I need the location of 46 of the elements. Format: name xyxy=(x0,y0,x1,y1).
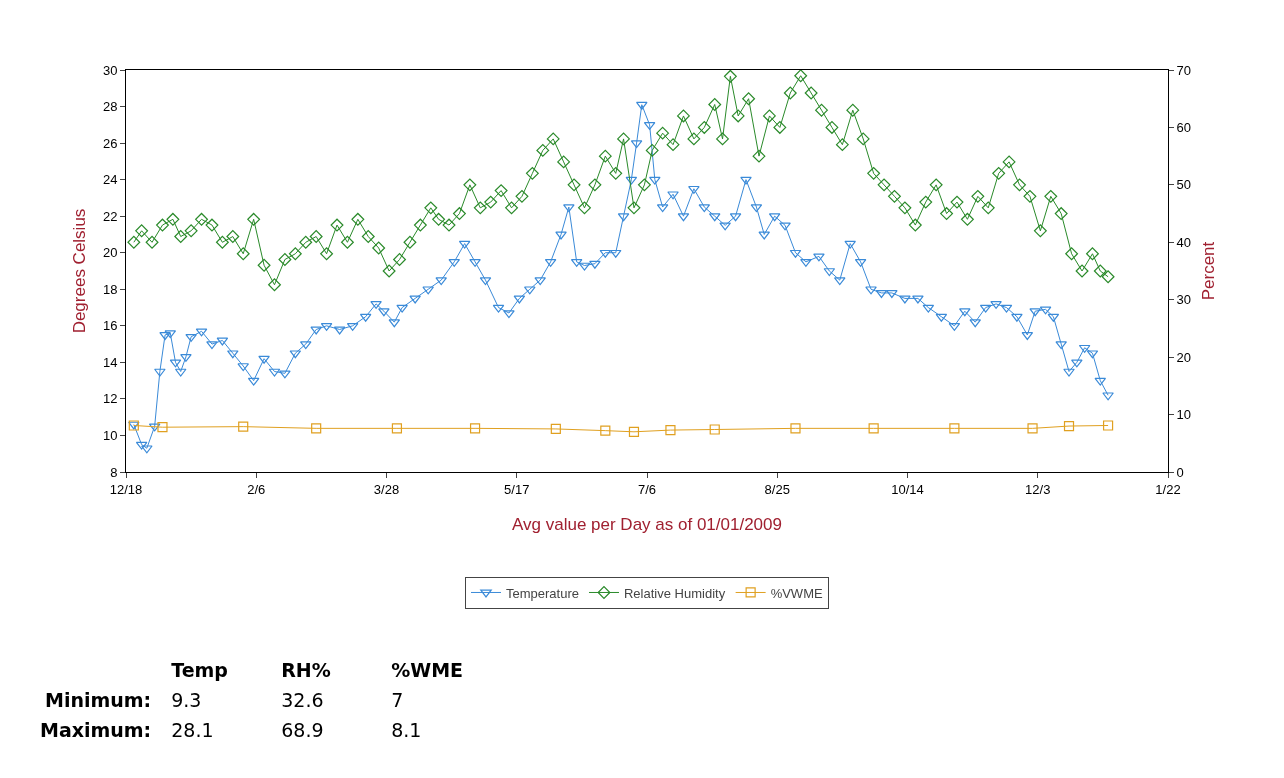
y-tick-label: 28 xyxy=(102,99,118,115)
legend-label: Temperature xyxy=(506,585,579,601)
y-tick-label: 20 xyxy=(102,245,118,261)
x-axis-title: Avg value per Day as of 01/01/2009 xyxy=(512,515,782,534)
x-tick-label: 2/6 xyxy=(247,481,266,497)
y2-tick-label: 70 xyxy=(1176,62,1192,78)
x-tick-label: 3/28 xyxy=(373,481,400,497)
y2-tick-label: 10 xyxy=(1176,407,1192,423)
y-tick-label: 10 xyxy=(102,428,118,443)
y-tick-label: 30 xyxy=(102,62,118,78)
y2-tick-label: 40 xyxy=(1176,234,1192,250)
y2-tick-label: 50 xyxy=(1176,177,1192,193)
category-label: Minimum: xyxy=(45,689,152,711)
text: 28.1 xyxy=(171,719,214,741)
legend-label: %VWME xyxy=(770,585,823,601)
text: 7 xyxy=(391,689,404,711)
x-tick-label: 7/6 xyxy=(637,481,657,497)
category-label: Temp xyxy=(170,658,229,683)
y2-tick-label: 30 xyxy=(1176,292,1192,308)
y2-tick-label: 20 xyxy=(1176,349,1192,365)
y-tick-label: 24 xyxy=(102,172,118,188)
category-label: RH% xyxy=(280,658,332,683)
y2-tick-label: 0 xyxy=(1176,464,1184,480)
y-tick-label: 8 xyxy=(110,464,118,480)
y2-tick-label: 60 xyxy=(1176,119,1192,135)
text: 8.1 xyxy=(391,719,422,741)
y-tick-label: 16 xyxy=(102,318,118,334)
text: 9.3 xyxy=(171,689,202,711)
x-tick-label: 12/3 xyxy=(1025,481,1051,497)
y-tick-label: 26 xyxy=(102,135,118,151)
y-tick-label: 22 xyxy=(102,208,118,224)
x-tick-label: 5/17 xyxy=(504,481,530,497)
y2-axis-title: Percent xyxy=(1199,241,1219,301)
category-label: Maximum: xyxy=(40,719,152,741)
y-tick-label: 18 xyxy=(102,281,118,297)
x-tick-label: 1/22 xyxy=(1155,481,1181,497)
category-label: %WME xyxy=(390,658,465,683)
x-tick-label: 8/25 xyxy=(764,481,790,497)
y-tick-label: 12 xyxy=(102,391,118,407)
text: 68.9 xyxy=(281,719,324,741)
text: 32.6 xyxy=(281,689,324,711)
legend-label: Relative Humidity xyxy=(623,585,726,601)
x-tick-label: 10/14 xyxy=(891,481,924,497)
y-axis-title: Degrees Celsius xyxy=(70,208,90,334)
x-tick-label: 12/18 xyxy=(109,481,143,497)
y-tick-label: 14 xyxy=(102,354,118,370)
